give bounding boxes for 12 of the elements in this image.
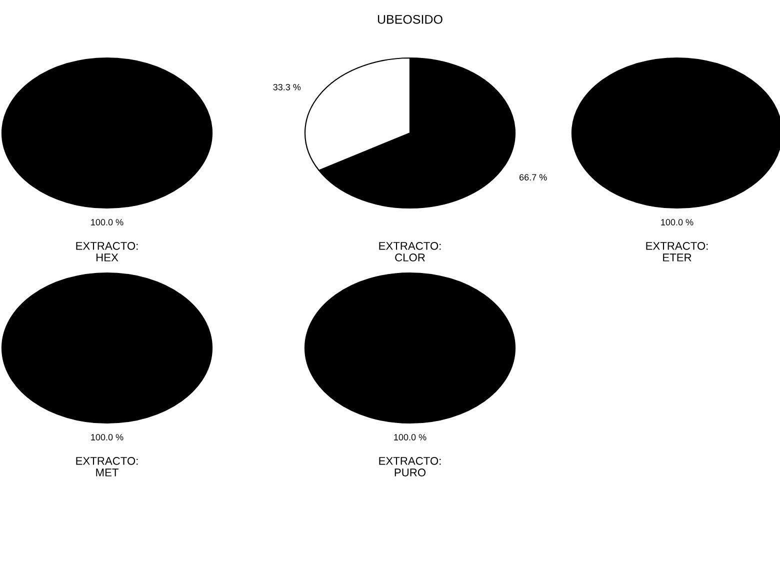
text: EXTRACTO: PURO [379,456,441,476]
data-label: 100.0 % [91,434,124,440]
text: EXTRACTO: ETER [646,242,708,262]
data-label: 100.0 % [661,219,694,226]
chart-title: UBEOSIDO [378,14,442,24]
text: EXTRACTO: HEX [76,242,138,262]
text: EXTRACTO: MET [76,456,138,476]
data-label: 100.0 % [91,219,124,226]
data-label: 66.7 % [520,174,547,181]
data-label: 100.0 % [394,434,426,440]
text: EXTRACTO: CLOR [379,242,441,262]
data-label: 33.3 % [273,84,301,90]
